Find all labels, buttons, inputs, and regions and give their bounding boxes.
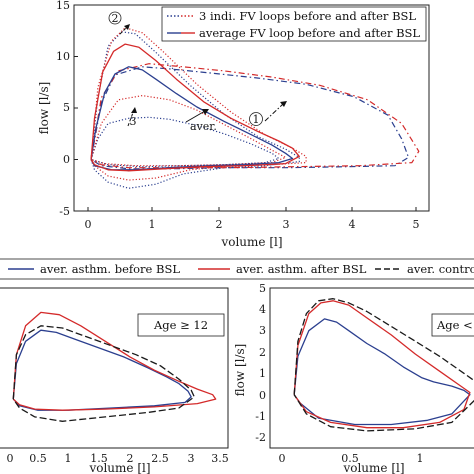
top-xtick: 0 <box>85 218 92 231</box>
annotation-3: 3 <box>127 107 137 128</box>
bl-xtick: 3.5 <box>211 452 229 465</box>
bl-age-box <box>137 313 225 337</box>
top-ytick: 15 <box>56 0 70 12</box>
top-legend-label-1: 3 indi. FV loops before and after BSL <box>199 9 416 23</box>
top-legend-box <box>161 6 427 42</box>
bl-series-line-solid-after <box>12 311 217 411</box>
top-series-line-solid-after <box>90 43 300 172</box>
bl-series-group <box>12 311 217 422</box>
br-plot-frame <box>269 287 474 449</box>
br-age-label: Age < <box>436 318 473 332</box>
top-ytick: 10 <box>56 50 70 63</box>
bl-xtick: 1.5 <box>90 452 108 465</box>
top-xlabel: volume [l] <box>220 235 282 249</box>
top-panel: 15 10 5 0 -5 0 1 2 3 4 5 volume [l] flow… <box>37 0 430 249</box>
annotation-1-circle <box>249 112 263 126</box>
top-xtick: 3 <box>283 218 290 231</box>
top-xtick: 4 <box>349 218 356 231</box>
top-xtick: 2 <box>216 218 223 231</box>
br-ytick: 3 <box>259 324 266 337</box>
annotation-2: 2 <box>108 11 130 35</box>
legend-label-before: aver. asthm. before BSL <box>40 262 180 276</box>
bottom-legend-box <box>0 258 474 280</box>
legend-label-controls: aver. controls <box>407 262 474 276</box>
br-xtick: 0.5 <box>341 452 359 465</box>
top-ylabel: flow [l/s] <box>37 82 51 135</box>
annotation-aver: aver. <box>185 109 217 133</box>
bottom-legend: aver. asthm. before BSL aver. asthm. aft… <box>0 258 474 280</box>
br-ytick: 4 <box>259 303 266 316</box>
top-xtick: 1 <box>149 218 156 231</box>
annotation-3-arrow <box>127 109 135 127</box>
top-ytick: 0 <box>63 153 70 166</box>
top-legend-label-2: average FV loop before and after BSL <box>199 26 420 40</box>
bl-xtick: 3 <box>188 452 195 465</box>
br-xtick: 1 <box>417 452 424 465</box>
bl-plot-frame <box>0 287 229 449</box>
bl-series-line-solid-before <box>12 329 192 411</box>
top-series-line-solid-before <box>90 66 294 171</box>
bl-xtick: 0.5 <box>29 452 47 465</box>
annotation-2-circle <box>108 11 122 25</box>
bl-series-line-dashed-controls <box>12 325 195 422</box>
bl-xtick: 2 <box>127 452 134 465</box>
annotation-2-arrow <box>119 25 129 35</box>
br-ylabel: flow [l/s] <box>233 344 247 397</box>
top-ytick: -5 <box>59 205 70 218</box>
br-series-line-solid-before <box>293 318 471 426</box>
annotation-3-arrowhead <box>131 107 137 113</box>
annotation-1-label: 1 <box>253 113 260 126</box>
br-age-box <box>431 313 474 337</box>
top-series-line-dotted-after <box>90 95 287 167</box>
bottom-left-panel: Age ≥ 12 0 0.5 1 1.5 2 2.5 3 3.5 volume … <box>0 287 229 474</box>
annotation-1: 1 <box>249 101 287 126</box>
top-series-group <box>90 27 420 189</box>
br-ytick: 1 <box>259 367 266 380</box>
bl-xtick: 1 <box>65 452 72 465</box>
br-ytick: 5 <box>259 282 266 295</box>
legend-label-after: aver. asthm. after BSL <box>236 262 367 276</box>
br-ytick: 0 <box>259 389 266 402</box>
top-series-line-dotted-before <box>90 31 300 189</box>
top-xtick: 5 <box>413 218 420 231</box>
br-series-group <box>293 298 474 432</box>
br-series-line-solid-after <box>293 300 471 429</box>
annotation-2-label: 2 <box>112 12 119 25</box>
annotation-2-arrowhead <box>124 24 130 30</box>
br-xtick: 0 <box>279 452 286 465</box>
br-xlabel: volume [l] <box>342 461 404 474</box>
top-ytick: 5 <box>63 101 70 114</box>
bl-age-label: Age ≥ 12 <box>153 318 208 332</box>
br-series-line-dashed-controls <box>293 298 474 432</box>
annotation-1-arrowhead <box>280 101 287 107</box>
annotation-aver-label: aver. <box>190 120 217 133</box>
bl-xtick: 2.5 <box>151 452 169 465</box>
bl-xlabel: volume [l] <box>88 461 150 474</box>
top-legend: 3 indi. FV loops before and after BSL av… <box>161 6 427 42</box>
annotation-1-arrow <box>264 103 284 122</box>
br-ytick: -2 <box>255 431 266 444</box>
br-ytick: 2 <box>259 346 266 359</box>
top-series-line-dotted-after <box>90 27 307 181</box>
bottom-right-panel: Age < 5 4 3 2 1 0 -1 -2 flow [l/s] 0 0.5… <box>233 282 474 474</box>
annotation-aver-arrowhead <box>202 109 209 115</box>
annotation-3-label: 3 <box>130 115 137 128</box>
br-ytick: -1 <box>255 410 266 423</box>
annotation-aver-arrow <box>185 110 206 123</box>
bl-xtick: 0 <box>7 452 14 465</box>
